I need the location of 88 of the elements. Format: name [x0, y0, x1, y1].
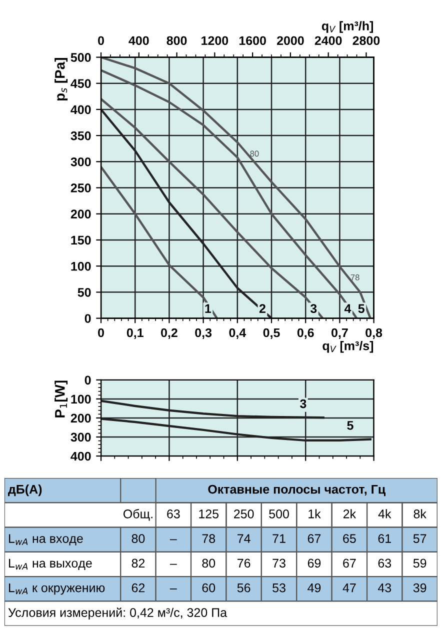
series-label: 3 [300, 399, 306, 408]
data-label: 76 [238, 558, 250, 568]
data-label: 39 [413, 583, 426, 592]
data-label: 53 [272, 583, 286, 592]
y-tick-label: 300 [70, 432, 91, 442]
series-label: 3 [310, 304, 317, 314]
x2-tick-label: 2400 [314, 36, 342, 46]
x-tick-label: 4k [378, 509, 392, 518]
data-label: 59 [413, 558, 426, 568]
x-tick-label: 0,3 [195, 328, 212, 339]
y-tick-label: L$_{wA}$ к окружению [8, 583, 105, 595]
data-label: 74 [238, 534, 250, 543]
y-tick-label: 350 [70, 131, 91, 140]
series-label: 4 [344, 304, 352, 313]
data-label: 56 [237, 583, 250, 592]
text: Условия измерений: 0,42 м³/с, 320 Па [8, 608, 228, 620]
x-tick-label: 0,2 [161, 328, 178, 339]
x-tick-label: 0 [98, 328, 104, 338]
x2-tick-label: 1200 [202, 36, 228, 46]
text: – [170, 564, 177, 565]
data-label: 57 [413, 534, 426, 543]
data-label: 67 [343, 558, 356, 568]
annotation: 78 [350, 274, 360, 280]
data-label: 65 [343, 534, 356, 543]
y-tick-label: L$_{wA}$ на входе [8, 534, 83, 546]
x-tick-label: 1k [308, 509, 321, 518]
data-label: 63 [378, 558, 392, 568]
x-tick-label: 250 [234, 510, 254, 518]
x-tick-label: 8k [414, 509, 426, 518]
data-label: 73 [272, 558, 286, 568]
x2-tick-label: 2000 [276, 36, 304, 46]
y-tick-label: 0 [84, 314, 91, 323]
text: – [170, 539, 177, 540]
y-tick-label: 100 [71, 262, 91, 271]
x-tick-label: 0,4 [229, 328, 246, 339]
x2-tick-label: 400 [128, 36, 149, 46]
series-label: 2 [259, 304, 266, 313]
data-label: 67 [308, 534, 321, 543]
data-label: 80 [132, 534, 145, 543]
y-tick-label: 400 [70, 452, 91, 461]
x2-axis-title: q$_{V}$ [m³/h] [322, 21, 373, 33]
y-tick-label: 300 [70, 157, 91, 166]
x-tick-label: 0,7 [332, 328, 348, 339]
series-label: 5 [347, 421, 354, 430]
y-tick-label: 450 [70, 79, 91, 88]
x-axis-title: q$_{V}$ [m³/s] [322, 341, 374, 353]
y-tick-label: 200 [70, 414, 91, 423]
x-tick-label: 500 [269, 510, 289, 518]
y-tick-label: 50 [78, 288, 91, 297]
y-tick-label: 400 [70, 105, 91, 114]
x-tick-label: 63 [167, 510, 180, 518]
data-label: 60 [202, 583, 216, 592]
y-tick-label: 0 [84, 376, 91, 385]
data-label: 47 [342, 584, 356, 592]
data-label: 69 [308, 558, 321, 568]
y-tick-label: 200 [70, 210, 91, 219]
x2-tick-label: 2800 [352, 36, 380, 46]
y-tick-label: 100 [71, 394, 91, 404]
series-label: 5 [358, 304, 364, 314]
y-axis-title: дБ(A) [8, 484, 42, 496]
annotation: 80 [250, 150, 259, 157]
text: – [170, 588, 177, 590]
y-axis-title: p$_{s}$ [Pa] [54, 58, 68, 100]
y-tick-label: 150 [71, 236, 91, 245]
y-tick-label: 250 [70, 184, 91, 192]
x2-tick-label: 1600 [239, 36, 266, 46]
data-label: 49 [308, 583, 321, 592]
x2-tick-label: 800 [166, 36, 187, 46]
data-label: 61 [378, 534, 391, 543]
y-axis-title: P$_{1}$[W] [54, 380, 68, 418]
x-tick-label: 0,5 [263, 328, 280, 339]
series-label: 1 [205, 304, 212, 313]
data-label: 82 [132, 558, 145, 568]
chart-title: Октавные полосы частот, Гц [208, 484, 386, 496]
x-tick-label: 2k [343, 509, 356, 518]
x-tick-label: 0,1 [126, 328, 144, 339]
data-label: 78 [202, 534, 216, 543]
x-tick-label: 0,8 [366, 328, 382, 339]
y-tick-label: L$_{wA}$ на выходе [8, 558, 92, 570]
data-label: 71 [272, 534, 286, 543]
data-label: 43 [378, 583, 392, 592]
y-tick-label: 500 [70, 53, 91, 62]
data-label: 62 [132, 583, 145, 592]
x-tick-label: 125 [199, 510, 219, 518]
x2-tick-label: 0 [98, 36, 104, 46]
data-label: 80 [202, 558, 216, 568]
x-tick-label: 0,6 [297, 328, 314, 339]
x-tick-label: Общ. [123, 509, 152, 521]
